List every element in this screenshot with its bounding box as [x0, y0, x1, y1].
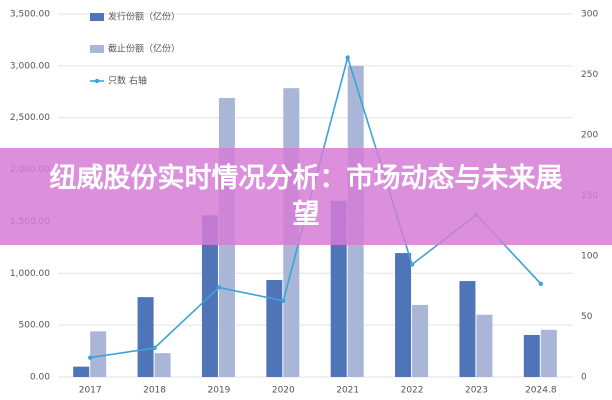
x-tick-label: 2019 — [207, 386, 230, 396]
line-point — [216, 285, 222, 290]
legend-label: 截止份额（亿份） — [108, 43, 180, 55]
legend-point — [94, 78, 100, 84]
x-tick-label: 2017 — [79, 386, 102, 396]
x-tick-label: 2022 — [401, 386, 424, 396]
legend-swatch — [90, 45, 104, 53]
banner-title: 纽威股份实时情况分析：市场动态与未来展望 — [49, 162, 563, 230]
bar — [266, 280, 283, 377]
y2-tick-label: 100 — [581, 252, 598, 262]
bar — [540, 329, 557, 377]
bar — [412, 304, 429, 377]
y2-tick-label: 0 — [581, 373, 587, 383]
line-point — [281, 298, 286, 303]
bar — [476, 314, 493, 377]
y2-tick-label: 300 — [581, 10, 598, 20]
bar — [395, 253, 412, 377]
y-tick-label: 3,500.00 — [10, 10, 50, 20]
legend-label: 只数 右轴 — [108, 75, 147, 87]
legend-swatch — [90, 13, 104, 21]
x-tick-label: 2023 — [465, 386, 488, 396]
line-point — [87, 355, 93, 360]
bar — [73, 366, 90, 377]
y-tick-label: 2,500.00 — [10, 113, 50, 123]
y2-tick-label: 200 — [581, 131, 598, 141]
line-point — [538, 281, 544, 287]
y-tick-label: 0.00 — [30, 373, 50, 383]
bar — [523, 334, 540, 377]
legend-label: 发行份额（亿份） — [108, 11, 180, 23]
x-tick-label: 2020 — [272, 386, 295, 396]
y2-tick-label: 250 — [581, 70, 598, 80]
x-tick-label: 2018 — [143, 386, 166, 396]
bar — [137, 297, 154, 377]
line-point — [152, 345, 157, 351]
banner: 纽威股份实时情况分析：市场动态与未来展望 — [0, 148, 612, 245]
y-tick-label: 3,000.00 — [10, 61, 50, 71]
bar — [154, 353, 171, 377]
y-tick-label: 1,000.00 — [10, 269, 50, 279]
x-tick-label: 2024.8 — [525, 386, 557, 396]
bar — [459, 281, 476, 377]
y2-tick-label: 50 — [581, 312, 593, 322]
line-point — [345, 55, 350, 60]
bar — [90, 331, 107, 377]
line-point — [409, 262, 415, 267]
y-tick-label: 500.00 — [19, 321, 51, 331]
x-tick-label: 2021 — [336, 386, 359, 396]
